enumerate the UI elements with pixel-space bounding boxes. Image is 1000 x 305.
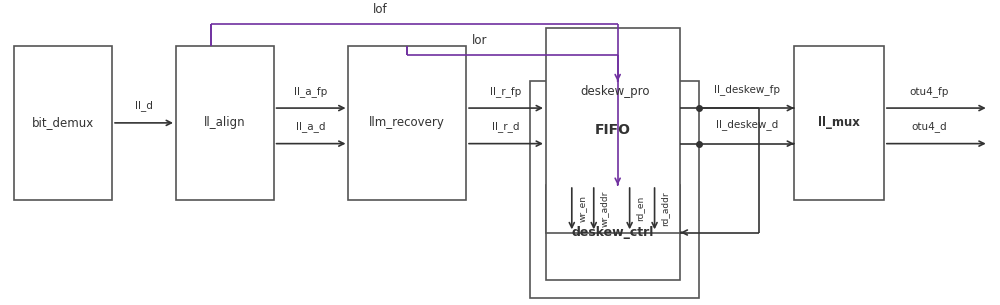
Text: lof: lof xyxy=(373,3,388,16)
Bar xyxy=(546,185,680,280)
Bar xyxy=(176,46,274,200)
Text: wr_en: wr_en xyxy=(578,195,587,222)
Text: ll_r_fp: ll_r_fp xyxy=(490,86,522,97)
Text: ll_a_d: ll_a_d xyxy=(296,121,325,132)
Text: ll_deskew_fp: ll_deskew_fp xyxy=(714,84,780,95)
Text: otu4_fp: otu4_fp xyxy=(909,86,948,97)
Text: llm_recovery: llm_recovery xyxy=(369,117,445,129)
Text: bit_demux: bit_demux xyxy=(32,117,94,129)
Bar xyxy=(546,28,680,232)
Text: wr_addr: wr_addr xyxy=(600,191,609,227)
Bar xyxy=(14,46,112,200)
Text: ll_deskew_d: ll_deskew_d xyxy=(716,119,778,130)
Text: deskew_pro: deskew_pro xyxy=(580,85,649,98)
Bar xyxy=(348,46,466,200)
Text: deskew_ctrl: deskew_ctrl xyxy=(572,226,654,239)
Text: rd_en: rd_en xyxy=(636,196,645,221)
Text: FIFO: FIFO xyxy=(595,123,631,137)
Bar xyxy=(530,81,699,298)
Text: lor: lor xyxy=(472,34,488,47)
Text: ll_a_fp: ll_a_fp xyxy=(294,86,327,97)
Text: ll_align: ll_align xyxy=(204,117,246,129)
Text: ll_r_d: ll_r_d xyxy=(492,121,520,132)
Text: rd_addr: rd_addr xyxy=(661,192,670,226)
Text: ll_mux: ll_mux xyxy=(818,117,860,129)
Text: ll_d: ll_d xyxy=(135,100,153,111)
Bar xyxy=(794,46,884,200)
Text: otu4_d: otu4_d xyxy=(911,121,947,132)
